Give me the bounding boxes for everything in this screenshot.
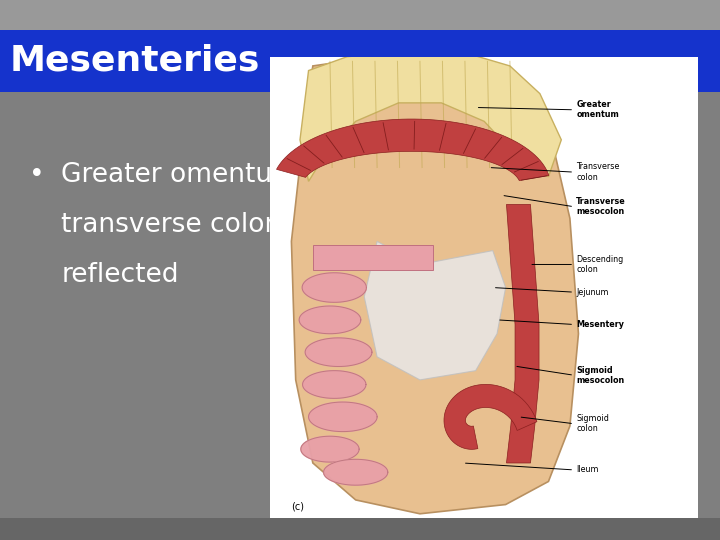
Text: Transverse
mesocolon: Transverse mesocolon xyxy=(576,197,626,217)
Polygon shape xyxy=(276,119,549,180)
Polygon shape xyxy=(292,57,578,514)
Text: Sigmoid
mesocolon: Sigmoid mesocolon xyxy=(576,366,624,385)
Polygon shape xyxy=(300,52,562,181)
Text: Transverse
colon: Transverse colon xyxy=(576,163,620,182)
Polygon shape xyxy=(323,460,388,485)
Polygon shape xyxy=(444,384,537,449)
Polygon shape xyxy=(305,338,372,367)
Text: reflected: reflected xyxy=(61,262,179,288)
Text: Greater omentum and: Greater omentum and xyxy=(61,162,356,188)
Text: Greater
omentum: Greater omentum xyxy=(576,100,619,119)
Text: (c): (c) xyxy=(292,502,305,512)
Polygon shape xyxy=(300,306,361,334)
Text: Mesenteries: Mesenteries xyxy=(9,44,260,78)
Text: Mesentery: Mesentery xyxy=(576,320,624,329)
Text: Descending
colon: Descending colon xyxy=(576,255,624,274)
Polygon shape xyxy=(301,436,359,462)
Bar xyxy=(0,0,720,30)
Text: Sigmoid
colon: Sigmoid colon xyxy=(576,414,609,434)
Polygon shape xyxy=(302,273,366,302)
Text: Jejunum: Jejunum xyxy=(576,288,609,296)
Polygon shape xyxy=(506,205,539,463)
Polygon shape xyxy=(302,370,366,399)
Polygon shape xyxy=(309,402,377,431)
Bar xyxy=(0,518,720,540)
Polygon shape xyxy=(364,241,505,380)
Bar xyxy=(0,30,720,92)
Text: •: • xyxy=(29,162,45,188)
Text: transverse colon: transverse colon xyxy=(61,212,282,238)
Polygon shape xyxy=(313,245,433,271)
Text: Ileum: Ileum xyxy=(576,465,599,475)
